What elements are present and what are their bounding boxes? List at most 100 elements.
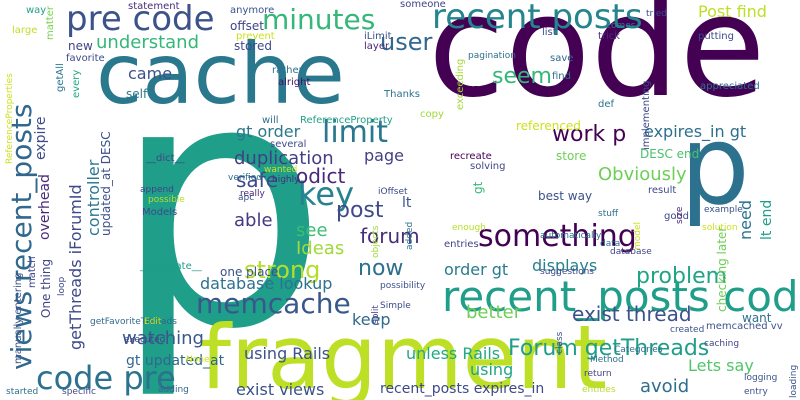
word-duplication: duplication (234, 148, 334, 169)
word-statement: statement (128, 1, 180, 12)
word-models: Models (142, 207, 178, 218)
word-thanks: Thanks (384, 89, 420, 100)
word-unless-rails: unless Rails (406, 344, 501, 363)
word-obviously: Obviously (598, 164, 687, 185)
word-id: ID (470, 85, 481, 96)
word-ideas: Ideas (296, 238, 345, 259)
word-possible: possible (148, 195, 185, 205)
word-putting: putting (698, 31, 734, 42)
word-tried: tried (646, 9, 667, 19)
word-entry: entry (744, 387, 768, 397)
word-match: match (27, 256, 38, 288)
word-alright: alright (278, 77, 311, 88)
word-rather: rather (272, 65, 303, 76)
word-gt-updated-at: gt updated_at (126, 353, 225, 369)
word-layer: layer (364, 41, 390, 52)
word-memcache: memcache (196, 287, 351, 320)
word-avoid: avoid (640, 376, 690, 397)
word-code-pre: code pre (36, 359, 176, 397)
word-getall: getAll (55, 63, 66, 92)
word-now: now (358, 256, 404, 281)
word-copy: copy (420, 109, 444, 120)
word-will: will (262, 115, 279, 126)
word-key: key (298, 175, 355, 213)
word-understand: understand (96, 32, 200, 53)
word-exceeding: exceeding (455, 58, 466, 110)
word-class: class (555, 331, 565, 354)
word-entries: entries (444, 239, 479, 250)
word-specific: specific (62, 387, 97, 397)
word-referenceproperty: ReferenceProperty (300, 115, 393, 126)
word-save: save (550, 53, 574, 64)
word-getstate: __getstate__ (140, 261, 202, 272)
word-best-way: best way (538, 189, 593, 203)
word-strong: strong (244, 256, 321, 284)
word-pre-code: pre code (66, 0, 215, 39)
word-want: want (742, 311, 772, 325)
word-loading: loading (789, 364, 799, 398)
word-forum: forum (360, 224, 420, 248)
word-suggestions: suggestions (540, 267, 594, 277)
word-odict: odict (296, 164, 346, 188)
word-recent-posts-code: recent_posts code (442, 272, 800, 321)
word-limit: limit (322, 115, 388, 150)
word-append: append (140, 185, 174, 195)
word-objects: objects (371, 225, 381, 258)
word-see: see (296, 220, 328, 241)
word-return: return (584, 369, 612, 379)
word-getthreads-iforumid: getThreads iForumId (66, 184, 85, 350)
word-new: new (68, 39, 93, 53)
word-comes: comes (606, 21, 636, 31)
word-find: find (552, 71, 571, 82)
word-one-place: one place (220, 265, 279, 279)
word-implementing: implementing (641, 80, 652, 150)
word-ilimit: iLimit (364, 31, 392, 42)
word-prevent: prevent (236, 31, 275, 42)
word-using-rails: using Rails (244, 344, 331, 363)
word-started: started (6, 387, 39, 397)
word-enough: enough (452, 223, 486, 233)
word-simple: Simple (380, 301, 411, 311)
word-better: better (466, 302, 522, 323)
word-dict: __dict__ (146, 153, 185, 164)
word-recent-posts: recent posts (432, 0, 643, 37)
word-stuff: stuff (598, 209, 619, 219)
word-overhead: overhead (37, 174, 53, 240)
word-code: code (428, 0, 766, 129)
word-exist-views: exist views (236, 380, 325, 399)
word-safe: safe (236, 168, 279, 192)
word-checking-later: checking later (715, 226, 729, 312)
word-order-gt: order gt (444, 260, 509, 279)
word-p-large: p (112, 8, 328, 400)
word-size: size (675, 206, 685, 224)
word-really: really (240, 189, 265, 199)
word-large: large (12, 25, 38, 36)
word-trick: trick (598, 31, 621, 42)
word-database-lookup: database lookup (200, 274, 333, 293)
word-offset: offset (230, 19, 264, 33)
word-loop: loop (57, 276, 67, 296)
word-automatically: automatically (540, 231, 602, 241)
word-wanted: wanted (264, 165, 298, 175)
word-recreate: recreate (450, 151, 492, 162)
word-minutes: minutes (262, 3, 376, 36)
word-def: def (598, 99, 615, 110)
word-possibility: possibility (380, 281, 426, 291)
word-self: self (126, 87, 148, 101)
word-model: model (633, 221, 643, 250)
word-stored: stored (234, 39, 272, 53)
word-edit: Edit (144, 317, 162, 327)
word-added: added (405, 221, 415, 250)
word-executed: executed (124, 335, 166, 345)
word-database: database (610, 247, 652, 257)
word-manually-entering: manually entering (13, 272, 24, 364)
word-logging: logging (744, 373, 778, 383)
word-post: post (336, 198, 384, 223)
word-exist-thread: exist thread (572, 302, 692, 326)
word-lt-end: lt end (759, 199, 775, 240)
word-came: came (128, 64, 173, 83)
word-displays: displays (532, 256, 598, 275)
word-list: list (542, 27, 557, 38)
word-post-find: Post find (698, 2, 767, 21)
word-user: user (380, 28, 433, 56)
